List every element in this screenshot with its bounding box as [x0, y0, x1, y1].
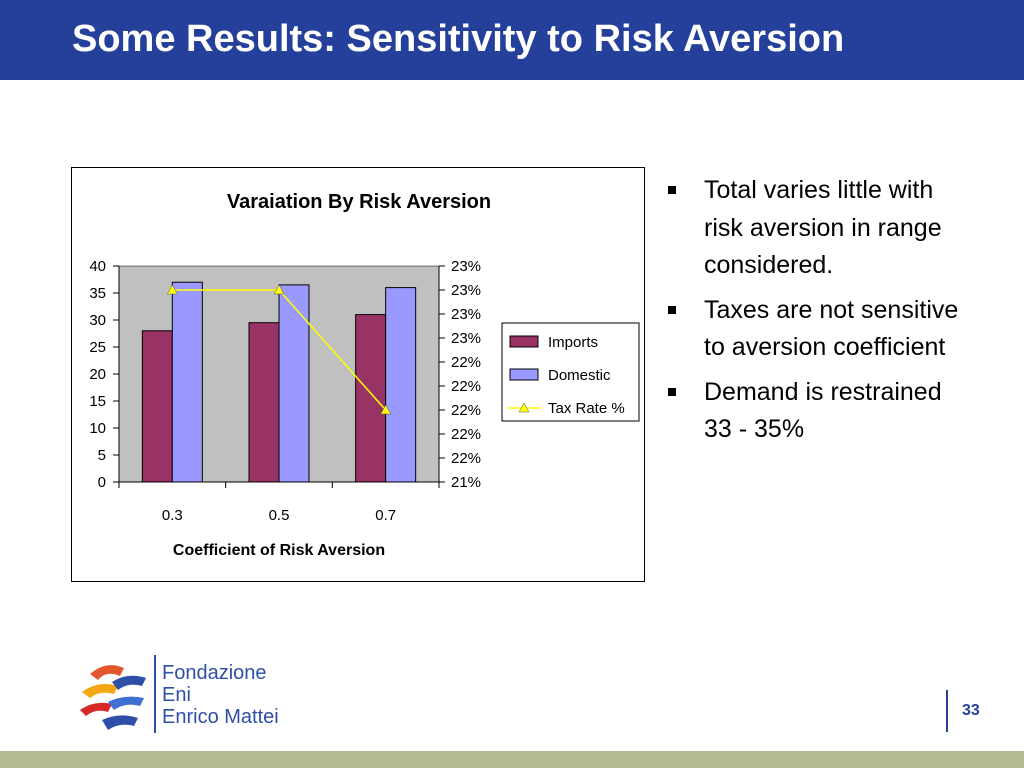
bullet-item: Demand is restrained 33 - 35%	[664, 374, 964, 449]
footer-band	[0, 751, 1024, 768]
y-tick-label: 0	[98, 474, 106, 491]
logo-line: Eni	[162, 684, 191, 706]
legend-swatch	[509, 368, 539, 381]
x-tick-label: 0.5	[269, 507, 290, 524]
bullet-item: Total varies little with risk aversion i…	[664, 172, 964, 285]
logo-line: Fondazione	[162, 662, 267, 684]
bullet-square-icon	[668, 186, 676, 194]
bullet-list: Total varies little with risk aversion i…	[664, 172, 964, 456]
x-axis-label: Coefficient of Risk Aversion	[173, 542, 385, 559]
feem-logo-icon	[80, 665, 146, 730]
y2-tick-label: 23%	[451, 306, 481, 323]
y-tick-label: 25	[89, 339, 106, 356]
logo-line: Enrico Mattei	[162, 706, 279, 728]
chart-container: Varaiation By Risk Aversion 0 5 10 15 20 25 30 3…	[71, 167, 645, 582]
bar-domestic	[385, 287, 417, 483]
y-tick-label: 30	[89, 312, 106, 329]
page-number-divider	[946, 690, 948, 732]
tax-rate-marker	[380, 404, 392, 415]
y2-tick-label: 22%	[451, 426, 481, 443]
legend-marker	[518, 402, 530, 413]
y-tick-label: 15	[89, 393, 106, 410]
legend-label: Imports	[548, 334, 598, 351]
y-tick-label: 35	[89, 285, 106, 302]
y2-tick-label: 23%	[451, 258, 481, 275]
x-tick-label: 0.7	[375, 507, 396, 524]
tax-rate-marker	[166, 284, 178, 295]
y2-tick-label: 22%	[451, 402, 481, 419]
y2-tick-label: 21%	[451, 474, 481, 491]
legend-label: Tax Rate %	[548, 400, 625, 417]
legend-label: Domestic	[548, 367, 611, 384]
y2-tick-label: 23%	[451, 282, 481, 299]
y-tick-label: 40	[89, 258, 106, 275]
slide-title: Some Results: Sensitivity to Risk Aversi…	[72, 18, 845, 60]
y2-tick-label: 22%	[451, 378, 481, 395]
bar-imports	[141, 330, 173, 483]
bar-imports	[355, 314, 387, 483]
logo-text: Fondazione Eni Enrico Mattei	[162, 662, 279, 728]
y2-tick-label: 22%	[451, 354, 481, 371]
y-tick-label: 5	[98, 447, 106, 464]
page-number: 33	[962, 702, 980, 719]
bar-imports	[248, 322, 280, 483]
y2-tick-label: 23%	[451, 330, 481, 347]
chart-title: Varaiation By Risk Aversion	[227, 191, 491, 213]
x-tick-label: 0.3	[162, 507, 183, 524]
y-tick-label: 10	[89, 420, 106, 437]
bullet-item: Taxes are not sensitive to aversion coef…	[664, 292, 964, 367]
logo-divider	[154, 655, 156, 733]
chart-svg: Varaiation By Risk Aversion 0 5 10 15 20 25 30 3…	[89, 191, 640, 559]
bullet-square-icon	[668, 305, 676, 314]
y2-tick-label: 22%	[451, 450, 481, 467]
slide-header: Some Results: Sensitivity to Risk Aversi…	[0, 0, 1024, 80]
tax-rate-marker	[273, 284, 285, 295]
bar-domestic	[171, 281, 203, 483]
legend-swatch	[509, 335, 539, 348]
bullet-square-icon	[668, 387, 676, 396]
bar-domestic	[278, 284, 310, 483]
y-tick-label: 20	[89, 366, 106, 383]
